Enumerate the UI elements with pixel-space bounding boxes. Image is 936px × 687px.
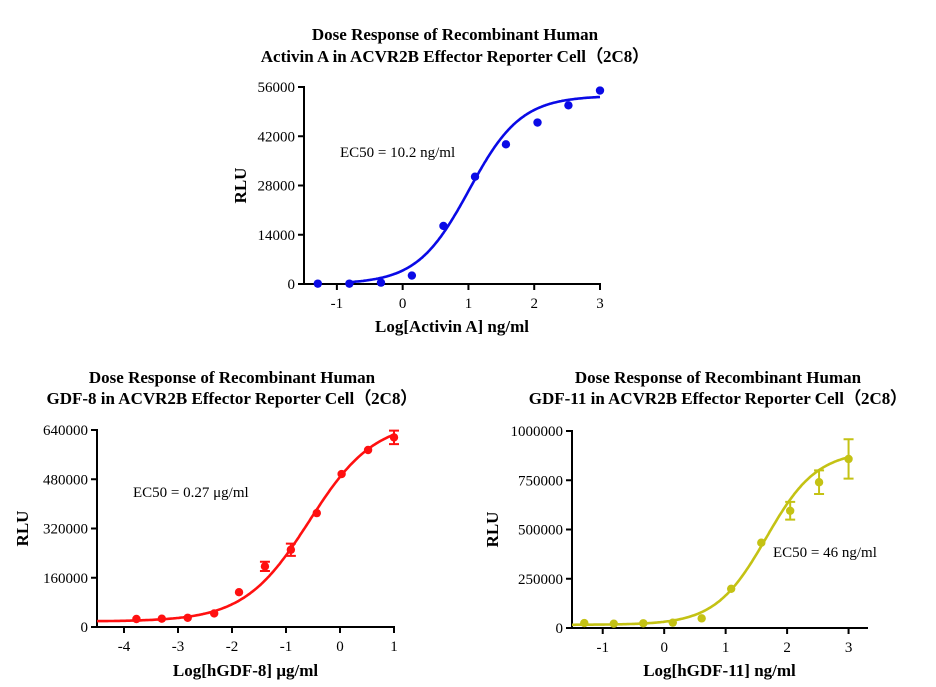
x-tick-label: -1	[280, 639, 293, 655]
chart-1: Dose Response of Recombinant Human Activi…	[231, 25, 649, 336]
y-tick-label: 640000	[43, 423, 88, 439]
x-tick-label: 0	[336, 639, 344, 655]
y-tick-label: 250000	[518, 572, 563, 588]
x-tick-label: 1	[465, 296, 473, 312]
data-point	[337, 469, 346, 479]
data-point	[209, 609, 219, 618]
y-tick-label: 14000	[258, 228, 296, 244]
y-tick-label: 1000000	[511, 424, 564, 440]
x-tick-label: -1	[596, 640, 609, 656]
data-point	[363, 445, 373, 455]
ec50-annotation: EC50 = 46 ng/ml	[773, 545, 877, 561]
data-point	[697, 614, 706, 623]
data-point	[389, 433, 399, 442]
data-point	[183, 613, 192, 622]
ec50-annotation: EC50 = 0.27 μg/ml	[133, 485, 249, 501]
x-tick-label: 3	[845, 640, 853, 656]
x-tick-label: 0	[399, 296, 407, 312]
data-point	[157, 614, 166, 623]
data-point	[785, 506, 795, 515]
x-tick-label: 3	[596, 296, 604, 312]
data-point	[639, 619, 648, 628]
data-point	[501, 140, 511, 149]
y-tick-label: 0	[288, 277, 296, 293]
data-point	[757, 538, 766, 547]
y-tick-label: 160000	[43, 571, 88, 587]
data-point	[439, 221, 448, 231]
y-tick-label: 750000	[518, 473, 563, 489]
data-point	[234, 588, 244, 597]
x-axis-label: Log[hGDF-8] μg/ml	[173, 661, 318, 680]
x-tick-label: -3	[172, 639, 185, 655]
data-point	[132, 614, 141, 624]
x-tick-label: 2	[783, 640, 791, 656]
chart-title-line: Dose Response of Recombinant Human	[312, 25, 599, 44]
chart-title-line: GDF-8 in ACVR2B Effector Reporter Cell（2…	[47, 388, 418, 408]
data-point	[313, 279, 323, 288]
chart-title-line: Dose Response of Recombinant Human	[575, 368, 862, 387]
y-tick-label: 500000	[518, 523, 563, 539]
data-point	[345, 279, 354, 288]
data-point	[726, 584, 736, 593]
y-tick-label: 56000	[258, 80, 296, 96]
data-point	[470, 172, 480, 181]
chart-title-line: GDF-11 in ACVR2B Effector Reporter Cell（…	[529, 388, 908, 408]
ec50-annotation: EC50 = 10.2 ng/ml	[340, 145, 455, 161]
y-tick-label: 480000	[43, 472, 88, 488]
data-point	[814, 478, 824, 487]
x-tick-label: -2	[226, 639, 239, 655]
x-tick-label: -4	[118, 639, 131, 655]
data-point	[407, 271, 417, 280]
fit-curve	[349, 95, 601, 284]
fit-curve	[96, 433, 395, 623]
chart-title-line: Activin A in ACVR2B Effector Reporter Ce…	[261, 46, 649, 66]
y-tick-label: 0	[556, 621, 564, 637]
y-tick-label: 0	[81, 620, 89, 636]
data-point	[595, 86, 605, 95]
data-point	[564, 101, 573, 110]
chart-2: Dose Response of Recombinant HumanGDF-8 …	[13, 368, 417, 680]
x-tick-label: -1	[331, 296, 344, 312]
x-tick-label: 2	[530, 296, 538, 312]
data-point	[668, 618, 677, 627]
data-point	[844, 454, 853, 464]
x-axis-label: Log[Activin A] ng/ml	[375, 317, 529, 336]
data-point	[533, 118, 542, 127]
data-point	[312, 508, 321, 518]
x-tick-label: 0	[660, 640, 668, 656]
chart-3: Dose Response of Recombinant HumanGDF-11…	[483, 368, 907, 680]
data-point	[260, 562, 270, 571]
x-tick-label: 1	[390, 639, 398, 655]
data-point	[580, 618, 589, 628]
data-point	[609, 619, 618, 628]
chart-title-line: Dose Response of Recombinant Human	[89, 368, 376, 387]
y-axis-label: RLU	[483, 512, 502, 548]
y-tick-label: 320000	[43, 522, 88, 538]
x-tick-label: 1	[722, 640, 730, 656]
data-point	[286, 545, 296, 554]
y-tick-label: 28000	[258, 179, 296, 195]
y-axis-label: RLU	[13, 511, 32, 547]
y-axis-label: RLU	[231, 168, 250, 204]
y-tick-label: 42000	[258, 129, 296, 145]
fit-curve	[572, 456, 849, 627]
data-point	[376, 278, 386, 287]
x-axis-label: Log[hGDF-11] ng/ml	[643, 661, 796, 680]
